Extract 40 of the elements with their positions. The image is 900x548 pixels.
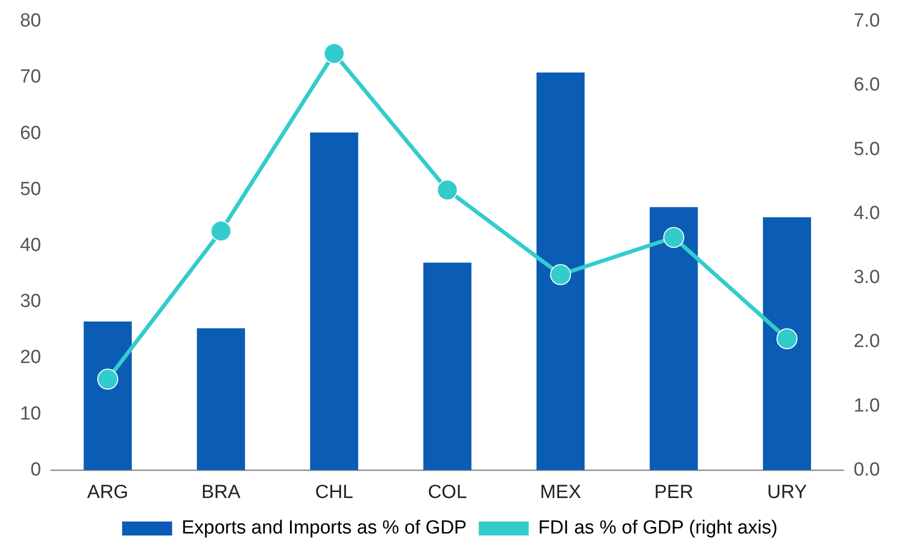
y2-tick-label: 7.0 (854, 10, 880, 32)
bar (196, 328, 245, 470)
point (550, 264, 572, 286)
point (324, 42, 345, 64)
bar (650, 207, 698, 470)
point (663, 226, 684, 248)
y-tick-label: 60 (20, 122, 42, 144)
point (210, 220, 232, 242)
y2-tick-label: 1.0 (854, 395, 880, 416)
y-tick-label: 0 (30, 459, 42, 480)
x-tick-label: CHL (315, 482, 354, 503)
legend-label: Exports and Imports as % of GDP (182, 518, 467, 539)
bar (423, 262, 472, 470)
legend-label: FDI as % of GDP (right axis) (538, 518, 778, 539)
bar (84, 322, 132, 470)
point (97, 368, 118, 390)
bar (536, 72, 585, 470)
y2-tick-label: 0.0 (854, 459, 880, 480)
y2-tick-label: 4.0 (854, 202, 880, 224)
bar (762, 217, 812, 470)
point (776, 328, 798, 350)
y2-tick-label: 6.0 (854, 74, 880, 96)
y-tick-label: 50 (20, 178, 42, 200)
x-tick-label: URY (767, 482, 808, 503)
y2-tick-label: 2.0 (854, 331, 880, 352)
y-tick-label: 30 (20, 291, 42, 312)
y-tick-label: 40 (20, 235, 42, 256)
x-tick-label: MEX (540, 482, 582, 503)
x-tick-label: ARG (87, 482, 128, 503)
y-tick-label: 70 (20, 66, 42, 88)
y-tick-label: 80 (20, 10, 42, 32)
point (436, 180, 458, 201)
y-tick-label: 20 (20, 347, 42, 368)
y-tick-label: 10 (20, 403, 42, 424)
y2-tick-label: 3.0 (854, 267, 880, 288)
x-tick-label: COL (428, 482, 467, 503)
x-tick-label: PER (654, 482, 694, 503)
x-tick-label: BRA (201, 482, 241, 503)
bar (310, 132, 358, 470)
y2-tick-label: 5.0 (854, 138, 880, 160)
